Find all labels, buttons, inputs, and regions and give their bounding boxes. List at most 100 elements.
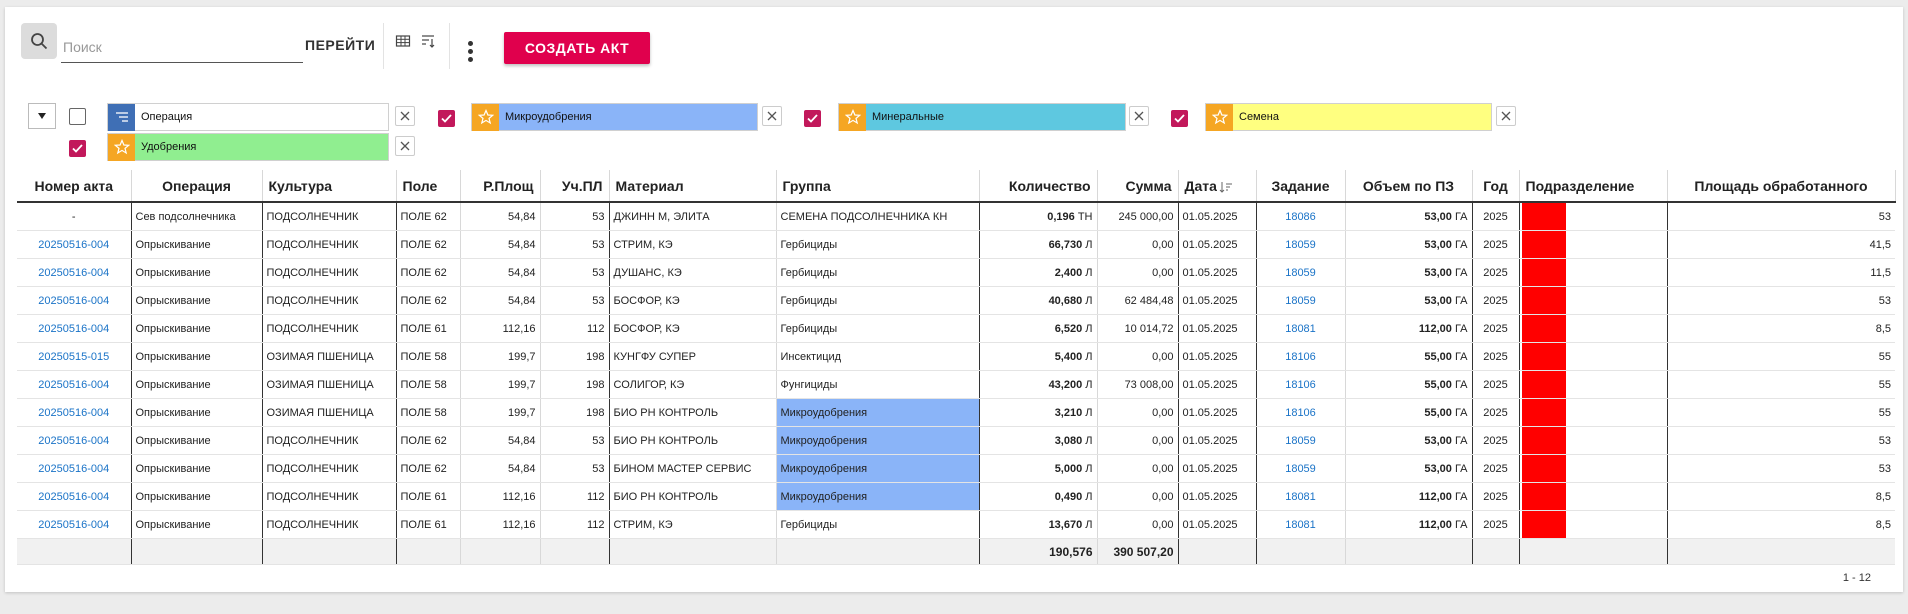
remove-filter-button[interactable]: [1129, 106, 1149, 126]
cell-operation: Опрыскивание: [131, 482, 263, 511]
column-header-crop[interactable]: Культура: [262, 170, 397, 203]
division-color-bar: [1521, 427, 1566, 454]
act-number-link[interactable]: 20250516-004: [17, 286, 132, 315]
column-header-quantity[interactable]: Количество: [979, 170, 1098, 203]
filter-dropdown-button[interactable]: [28, 103, 56, 129]
remove-filter-button[interactable]: [762, 106, 782, 126]
search-input[interactable]: [61, 31, 303, 63]
table-row[interactable]: 20250516-004 Опрыскивание ПОДСОЛНЕЧНИК ПОЛЕ…: [17, 230, 1895, 259]
cell-operation: Опрыскивание: [131, 342, 263, 371]
task-link[interactable]: 18081: [1256, 510, 1346, 539]
column-header-task[interactable]: Задание: [1256, 170, 1346, 203]
column-header-sum[interactable]: Сумма: [1097, 170, 1179, 203]
act-number-link[interactable]: 20250516-004: [17, 314, 132, 343]
task-link[interactable]: 18059: [1256, 258, 1346, 287]
filter-checkbox-fertilizers[interactable]: [69, 140, 86, 157]
column-header-volume[interactable]: Объем по ПЗ: [1345, 170, 1473, 203]
task-link[interactable]: 18106: [1256, 342, 1346, 371]
table-row[interactable]: 20250515-015 Опрыскивание ОЗИМАЯ ПШЕНИЦА ПО…: [17, 342, 1895, 371]
task-link[interactable]: 18106: [1256, 370, 1346, 399]
task-link[interactable]: 18059: [1256, 230, 1346, 259]
task-link[interactable]: 18059: [1256, 426, 1346, 455]
column-header-material[interactable]: Материал: [609, 170, 777, 203]
column-header-date[interactable]: Дата: [1178, 170, 1257, 203]
table-view-icon[interactable]: [395, 33, 411, 49]
column-header-operation[interactable]: Операция: [131, 170, 263, 203]
filter-chip-microfertilizers[interactable]: Микроудобрения: [471, 103, 758, 131]
table-row[interactable]: 20250516-004 Опрыскивание ПОДСОЛНЕЧНИК ПОЛЕ…: [17, 314, 1895, 343]
task-link[interactable]: 18106: [1256, 398, 1346, 427]
table-row[interactable]: - Сев подсолнечника ПОДСОЛНЕЧНИК ПОЛЕ 62 54,…: [17, 202, 1895, 231]
search-button[interactable]: [21, 23, 57, 59]
task-link[interactable]: 18081: [1256, 482, 1346, 511]
filter-chip-label: Микроудобрения: [505, 111, 592, 123]
task-link[interactable]: 18059: [1256, 286, 1346, 315]
filter-checkbox-seeds[interactable]: [1171, 110, 1188, 127]
filter-chip-fertilizers[interactable]: Удобрения: [107, 133, 389, 161]
act-number-link[interactable]: 20250516-004: [17, 230, 132, 259]
filter-checkbox-operation[interactable]: [69, 108, 86, 125]
table-row[interactable]: 20250516-004 Опрыскивание ПОДСОЛНЕЧНИК ПОЛЕ…: [17, 454, 1895, 483]
filter-checkbox-microfertilizers[interactable]: [438, 110, 455, 127]
cell-processed-area: 8,5: [1667, 510, 1895, 539]
cell-volume: 53,00 ГА: [1345, 202, 1473, 231]
table-row[interactable]: 20250516-004 Опрыскивание ОЗИМАЯ ПШЕНИЦА ПО…: [17, 370, 1895, 399]
cell-field: ПОЛЕ 58: [396, 370, 461, 399]
task-link[interactable]: 18081: [1256, 314, 1346, 343]
column-header-rarea[interactable]: Р.Площ: [460, 170, 541, 203]
cell-volume: 53,00 ГА: [1345, 426, 1473, 455]
create-act-button[interactable]: СОЗДАТЬ АКТ: [504, 32, 650, 64]
table-row[interactable]: 20250516-004 Опрыскивание ПОДСОЛНЕЧНИК ПОЛЕ…: [17, 510, 1895, 539]
cell-rarea: 54,84: [460, 230, 541, 259]
table-row[interactable]: 20250516-004 Опрыскивание ПОДСОЛНЕЧНИК ПОЛЕ…: [17, 286, 1895, 315]
filter-chip-minerals[interactable]: Минеральные: [838, 103, 1126, 131]
column-header-year[interactable]: Год: [1472, 170, 1520, 203]
act-number-link[interactable]: 20250516-004: [17, 258, 132, 287]
cell-date: 01.05.2025: [1178, 398, 1257, 427]
filter-chip-operation[interactable]: Операция: [107, 103, 389, 131]
column-header-group[interactable]: Группа: [776, 170, 980, 203]
task-link[interactable]: 18059: [1256, 454, 1346, 483]
volume-unit: ГА: [1454, 350, 1468, 363]
sort-desc-icon[interactable]: [1219, 181, 1233, 193]
table-row[interactable]: 20250516-004 Опрыскивание ПОДСОЛНЕЧНИК ПОЛЕ…: [17, 258, 1895, 287]
cell-group: Микроудобрения: [776, 398, 980, 427]
table-row[interactable]: 20250516-004 Опрыскивание ОЗИМАЯ ПШЕНИЦА ПО…: [17, 398, 1895, 427]
act-number-link[interactable]: 20250516-004: [17, 454, 132, 483]
act-number-link[interactable]: 20250516-004: [17, 370, 132, 399]
act-number-link[interactable]: 20250516-004: [17, 510, 132, 539]
remove-filter-button[interactable]: [1496, 106, 1516, 126]
cell-crop: ПОДСОЛНЕЧНИК: [262, 230, 397, 259]
column-header-field[interactable]: Поле: [396, 170, 461, 203]
remove-filter-button[interactable]: [395, 136, 415, 156]
cell-sum: 245 000,00: [1097, 202, 1179, 231]
table-row[interactable]: 20250516-004 Опрыскивание ПОДСОЛНЕЧНИК ПОЛЕ…: [17, 482, 1895, 511]
filter-chip-seeds[interactable]: Семена: [1205, 103, 1492, 131]
total-quantity: 190,576: [979, 538, 1098, 565]
volume-unit: ГА: [1454, 322, 1468, 335]
task-link[interactable]: 18086: [1256, 202, 1346, 231]
cell-rarea: 112,16: [460, 510, 541, 539]
division-color-bar: [1521, 203, 1566, 230]
cell-crop: ОЗИМАЯ ПШЕНИЦА: [262, 342, 397, 371]
cell-rarea: 54,84: [460, 258, 541, 287]
column-header-processed-area[interactable]: Площадь обработанного: [1667, 170, 1896, 203]
table-row[interactable]: 20250516-004 Опрыскивание ПОДСОЛНЕЧНИК ПОЛЕ…: [17, 426, 1895, 455]
cell-date: 01.05.2025: [1178, 510, 1257, 539]
act-number-link[interactable]: 20250516-004: [17, 482, 132, 511]
total-sum: 390 507,20: [1097, 538, 1179, 565]
act-number-link[interactable]: 20250516-004: [17, 398, 132, 427]
sort-settings-icon[interactable]: [420, 33, 436, 49]
column-header-act-number[interactable]: Номер акта: [17, 170, 132, 203]
column-header-uarea[interactable]: Уч.ПЛ: [540, 170, 610, 203]
go-button[interactable]: ПЕРЕЙТИ: [305, 37, 376, 53]
cell-sum: 0,00: [1097, 342, 1179, 371]
more-menu-icon[interactable]: [468, 41, 474, 63]
remove-filter-button[interactable]: [395, 106, 415, 126]
cell-material: СТРИМ, КЭ: [609, 230, 777, 259]
filter-checkbox-minerals[interactable]: [804, 110, 821, 127]
list-icon: [108, 103, 135, 131]
column-header-division[interactable]: Подразделение: [1519, 170, 1668, 203]
act-number-link[interactable]: 20250516-004: [17, 426, 132, 455]
act-number-link[interactable]: 20250515-015: [17, 342, 132, 371]
